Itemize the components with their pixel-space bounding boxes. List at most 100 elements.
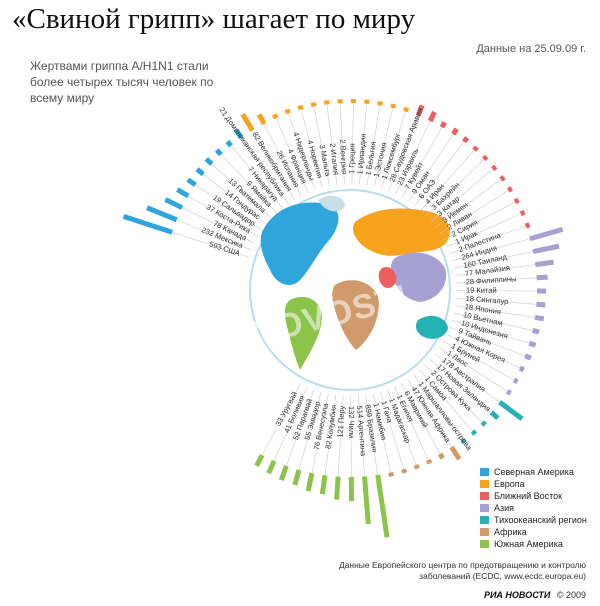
bar: [449, 445, 462, 461]
bar-connector: [339, 103, 345, 185]
page-title: «Свиной грипп» шагает по миру: [12, 3, 416, 35]
bar: [519, 209, 526, 217]
bar-connector: [373, 107, 394, 187]
bar-connector: [365, 394, 379, 475]
bar-connector: [446, 333, 521, 369]
bar-connector: [425, 159, 485, 217]
bar: [472, 145, 479, 152]
bar-label: 1 Греция: [347, 143, 357, 174]
bar: [480, 420, 487, 427]
bar-connector: [357, 395, 365, 477]
bar-connector: [326, 104, 338, 185]
bar-connector: [455, 277, 537, 284]
bar-connector: [400, 382, 441, 454]
bar: [176, 187, 190, 199]
bar: [532, 243, 560, 255]
continent-north-america: [260, 202, 339, 285]
bar-connector: [401, 127, 443, 198]
bar-connector: [394, 386, 429, 460]
bar-connector: [261, 383, 301, 456]
brand-logo-text: РИА НОВОСТИ: [483, 590, 551, 600]
bar: [499, 175, 506, 182]
bar-connector: [449, 225, 526, 255]
legend-label: Тихоокеанский регион: [494, 515, 587, 525]
bar-connector: [429, 359, 492, 413]
bar-connector: [381, 111, 406, 189]
legend-label: Ближний Восток: [494, 491, 563, 501]
bar-connector: [413, 374, 463, 440]
bar: [240, 112, 255, 132]
legend: Северная Америка Европа Ближний Восток Азия…: [480, 466, 587, 550]
bar-label: 19 Китай: [466, 286, 497, 295]
bar: [375, 474, 390, 538]
bar-connector: [252, 130, 295, 200]
bar: [505, 389, 512, 396]
bar-connector: [451, 238, 530, 262]
bar: [305, 472, 315, 492]
bar: [462, 136, 470, 144]
bar-connector: [449, 327, 526, 357]
bar-connector: [313, 106, 330, 187]
legend-entry: Ближний Восток: [480, 490, 587, 502]
bar-connector: [435, 179, 502, 228]
bar: [284, 108, 291, 115]
bar: [225, 139, 233, 148]
bar-connector: [337, 395, 344, 477]
bar: [186, 177, 197, 187]
legend-swatch: [480, 528, 489, 536]
bar: [513, 197, 520, 205]
continent-australia: [415, 315, 448, 339]
bar: [518, 365, 525, 373]
bar-connector: [188, 195, 259, 237]
bar: [362, 476, 371, 525]
bar: [195, 167, 205, 177]
bar-connector: [350, 395, 352, 477]
chart-subtitle: Жертвами гриппа A/H1N1 стали более четыр…: [30, 59, 214, 105]
bar-connector: [203, 173, 267, 225]
bar: [498, 400, 524, 421]
bar: [297, 104, 304, 111]
bar: [489, 410, 500, 420]
bar: [390, 103, 397, 109]
legend-label: Азия: [494, 503, 515, 513]
bar: [319, 474, 328, 495]
bar: [437, 452, 445, 460]
bar: [460, 437, 467, 445]
legend-entry: Северная Америка: [480, 466, 587, 478]
bar-connector: [408, 133, 454, 202]
legend-swatch: [480, 492, 489, 500]
bar-connector: [424, 364, 483, 423]
bar: [451, 127, 459, 136]
bar-connector: [414, 141, 465, 207]
bar: [536, 274, 548, 281]
bar-label: 121 Перу: [336, 405, 347, 438]
bar-label: 514 Аргентина: [355, 405, 368, 457]
bar-connector: [443, 201, 516, 241]
bar: [528, 340, 537, 348]
legend-entry: Тихоокеанский регион: [480, 514, 587, 526]
bar-connector: [324, 395, 337, 476]
bar-connector: [300, 109, 323, 188]
date-note: Данные на 25.09.09 г.: [476, 43, 586, 55]
bar-connector: [273, 386, 308, 462]
bar-connector: [407, 378, 452, 448]
bar-connector: [286, 389, 315, 466]
bar: [529, 226, 564, 242]
bar-connector: [434, 353, 500, 403]
bar: [146, 205, 178, 223]
bar-connector: [388, 115, 419, 192]
bar: [536, 301, 546, 308]
bar-connector: [220, 154, 278, 214]
bar-connector: [366, 105, 381, 186]
bar: [214, 148, 223, 157]
legend-entry: Европа: [480, 478, 587, 490]
legend-entry: Южная Америка: [480, 538, 587, 550]
bar-label: 2 Италия: [328, 143, 341, 176]
bar-connector: [172, 231, 250, 258]
bar: [491, 164, 498, 172]
bar: [532, 328, 540, 335]
bar-connector: [372, 393, 392, 473]
globe: [249, 189, 451, 391]
continent-south-america: [284, 296, 322, 370]
